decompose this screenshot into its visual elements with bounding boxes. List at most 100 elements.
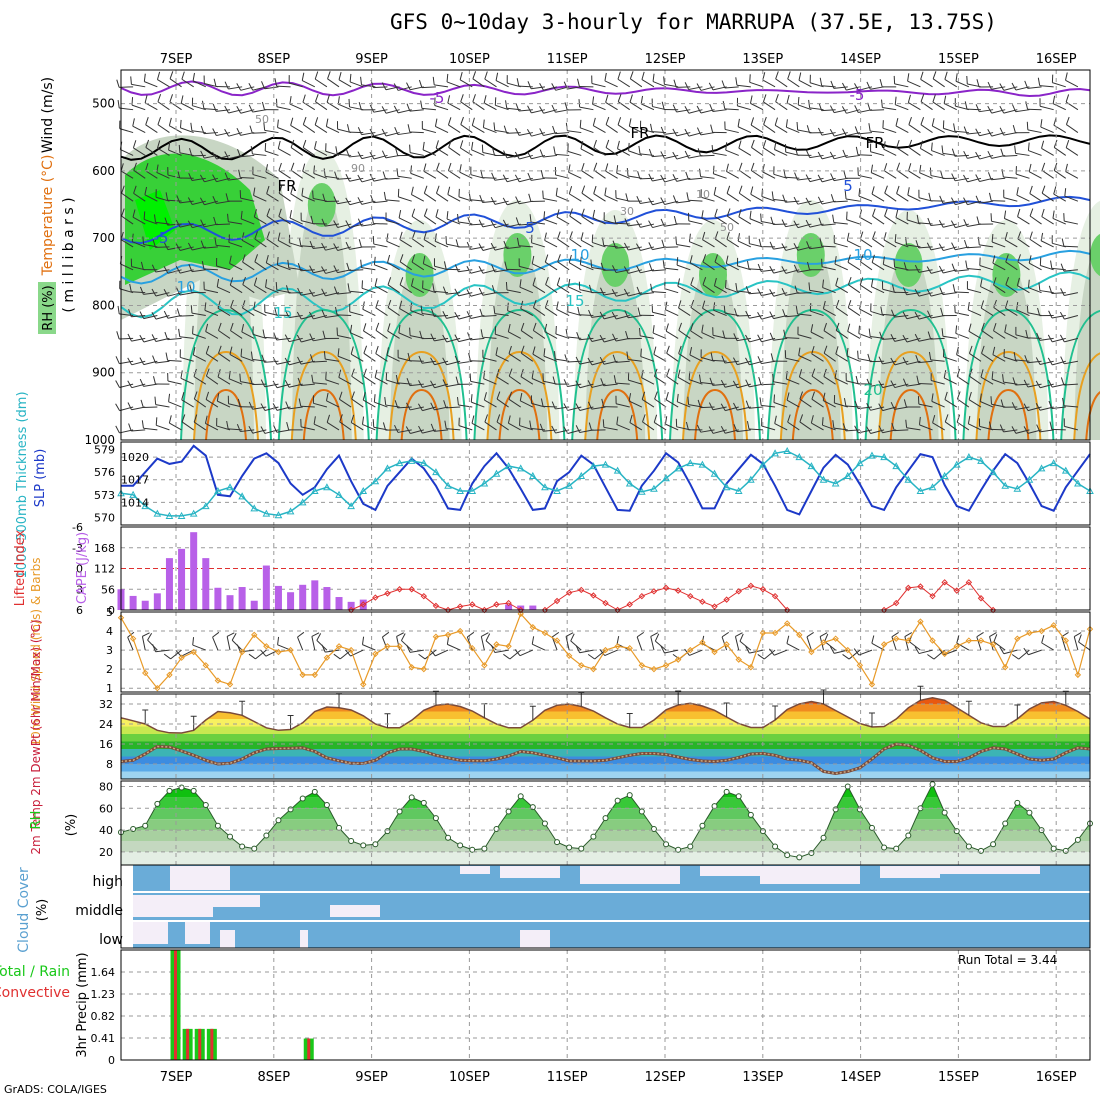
wind-barb-flag: [151, 288, 157, 297]
temperature-contour: [584, 350, 651, 441]
wind-barb: [1041, 170, 1054, 179]
wind-barb-flag: [1005, 276, 1010, 285]
wind-barb-flag: [168, 415, 172, 424]
wind-barb: [992, 262, 1006, 271]
wind-barb-flag: [636, 631, 645, 638]
bottom-date-label: 11SEP: [547, 1070, 588, 1085]
wind-barb-flag: [696, 105, 702, 114]
wind-barb: [956, 421, 970, 431]
li-point: [747, 582, 755, 589]
rh-point: [602, 815, 609, 822]
wind-barb: [991, 200, 1006, 202]
wind-barb: [480, 636, 485, 651]
rh-point: [675, 846, 682, 853]
wind-barb-flag: [967, 415, 971, 424]
wind-barb-flag: [749, 74, 751, 83]
wind-barb-flag: [455, 376, 459, 385]
wind-barb-flag: [732, 357, 738, 365]
wind-barb: [786, 643, 800, 651]
wind-barb-flag: [696, 424, 702, 433]
wind-barb: [870, 383, 885, 387]
wind-barb: [896, 193, 909, 202]
wind-barb: [1029, 193, 1042, 202]
wind-barb: [241, 218, 255, 225]
wind-barb: [288, 406, 303, 410]
wind-barb: [264, 129, 279, 134]
chart-title: GFS 0~10day 3-hourly for MARRUPA (37.5E,…: [390, 10, 997, 34]
thickness-point: [262, 509, 271, 517]
wind-barb: [942, 292, 957, 296]
wind-barb: [641, 79, 655, 88]
wind-barb: [749, 315, 764, 319]
wind-barb-flag: [868, 123, 871, 132]
wind-barb-flag: [205, 391, 210, 400]
wind-barb: [397, 429, 412, 433]
wind-barb-flag: [224, 81, 229, 90]
wind-speed-point: [263, 643, 270, 650]
wind-barb: [628, 246, 642, 251]
wind-barb-flag: [152, 355, 157, 364]
wind-speed-point: [541, 629, 549, 637]
wind-barb-flag: [775, 94, 779, 102]
cape-bar: [287, 592, 295, 610]
wind-barb-flag: [884, 185, 888, 194]
wind-barb-flag: [286, 422, 290, 431]
wind-barb: [349, 311, 364, 317]
rh-point: [953, 828, 960, 835]
wind-speed-point: [614, 643, 621, 650]
wind-barb: [603, 219, 618, 225]
wind-barb-flag: [314, 140, 317, 150]
wind-barb-flag: [891, 284, 895, 293]
wind-barb-flag: [726, 185, 731, 194]
temperature-contour: [596, 388, 639, 441]
wind-barb-flag: [508, 368, 513, 377]
wind-barb-flag: [442, 379, 447, 387]
wind-barb-flag: [1000, 148, 1004, 157]
wind-barb-flag: [745, 400, 750, 409]
wind-barb: [119, 383, 134, 388]
wind-barb-flag: [581, 208, 585, 217]
wind-barb: [579, 337, 594, 341]
wind-barb-flag: [735, 632, 743, 637]
wind-barb-flag: [976, 79, 980, 88]
wind-barb: [545, 261, 558, 271]
wind-barb-flag: [770, 216, 774, 225]
wind-barb: [447, 102, 461, 111]
wind-barb: [1005, 284, 1018, 294]
wind-barb-flag: [628, 118, 632, 127]
rh-unit-label: (%): [64, 814, 79, 837]
wind-barb-flag: [965, 260, 968, 269]
wind-speed-point: [444, 631, 452, 639]
wind-barb: [593, 193, 606, 202]
wind-barb-flag: [515, 127, 520, 136]
wind-barb: [120, 170, 134, 179]
wind-barb: [580, 127, 594, 134]
wind-barb: [1004, 218, 1018, 225]
wind-barb: [1028, 287, 1042, 294]
wind-barb: [724, 108, 739, 111]
wind-barb: [700, 176, 715, 179]
wind-barb: [326, 422, 340, 431]
wind-barb-flag: [276, 257, 279, 266]
wind-barb-flag: [927, 310, 932, 319]
temperature-band: [121, 726, 1090, 734]
wind-barb-flag: [805, 197, 811, 206]
wind-barb: [907, 80, 921, 88]
wind-barb: [555, 153, 570, 156]
wind-barb: [264, 86, 279, 90]
wind-barb-flag: [310, 215, 314, 224]
wind-barb: [325, 223, 340, 227]
wind-barb: [736, 84, 751, 88]
wind-barb: [725, 406, 739, 412]
wind-barb-flag: [176, 308, 181, 317]
wind-barb: [957, 398, 970, 408]
wind-barb: [192, 80, 206, 88]
wind-barb: [761, 292, 776, 297]
wind-barb-flag: [201, 100, 205, 109]
rh-point: [868, 824, 875, 831]
wind-barb: [993, 330, 1006, 339]
wind-barb: [774, 124, 788, 133]
wind-barb-flag: [551, 631, 560, 638]
li-point: [469, 601, 476, 608]
wind-barb-flag: [144, 94, 148, 103]
